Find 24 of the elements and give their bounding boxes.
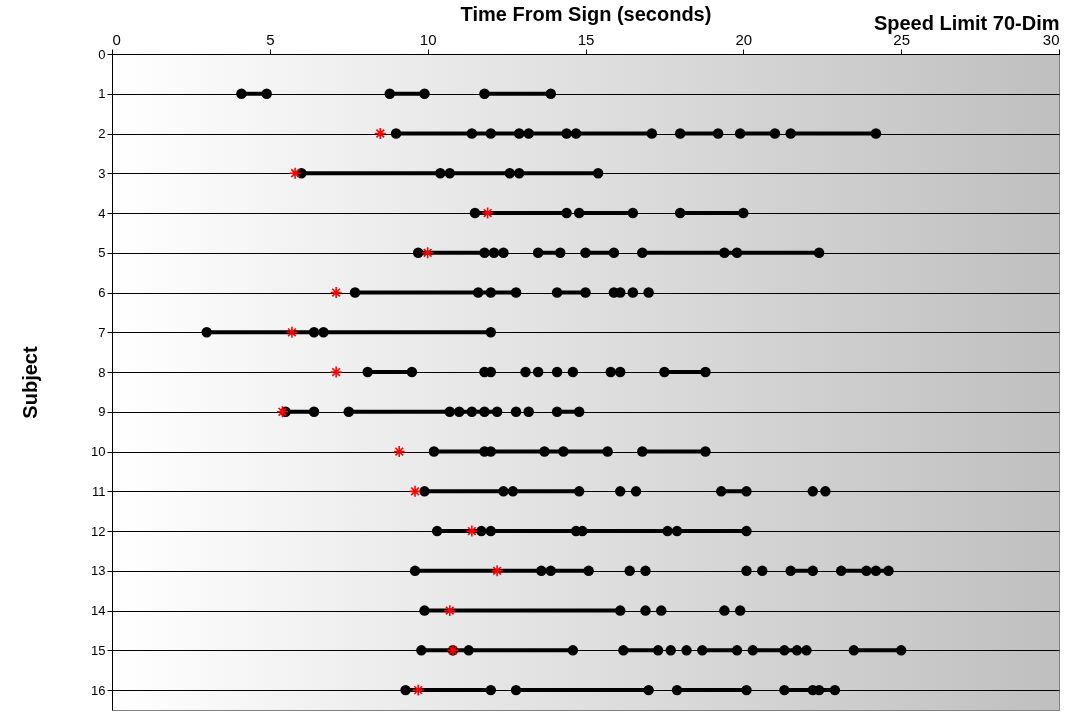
y-tick-label: 8 xyxy=(98,364,106,380)
y-axis-title: Subject xyxy=(19,346,42,419)
y-tick-label: 10 xyxy=(91,444,106,460)
y-tick-label: 14 xyxy=(91,603,106,619)
y-tick-label: 7 xyxy=(98,324,106,340)
y-tick-label: 9 xyxy=(98,404,106,420)
y-tick-label: 12 xyxy=(91,523,106,539)
y-tick-label: 0 xyxy=(98,46,106,62)
y-tick-label: 15 xyxy=(91,642,106,658)
y-tick-label: 5 xyxy=(98,245,106,261)
y-tick-label: 11 xyxy=(92,483,106,499)
y-tick-label: 2 xyxy=(98,126,106,142)
x-axis-title: Time From Sign (seconds) xyxy=(460,2,712,25)
x-tick-label: 20 xyxy=(735,30,753,48)
y-tick-label: 6 xyxy=(98,285,106,301)
x-tick-label: 0 xyxy=(112,30,121,48)
x-tick-label: 5 xyxy=(266,30,275,48)
y-tick-label: 4 xyxy=(98,205,106,221)
x-tick-label: 10 xyxy=(419,30,437,48)
y-tick-label: 3 xyxy=(98,165,106,181)
y-tick-label: 1 xyxy=(98,86,106,102)
y-tick-label: 13 xyxy=(91,563,106,579)
x-tick-label: 15 xyxy=(577,30,595,48)
y-tick-label: 16 xyxy=(91,682,106,698)
